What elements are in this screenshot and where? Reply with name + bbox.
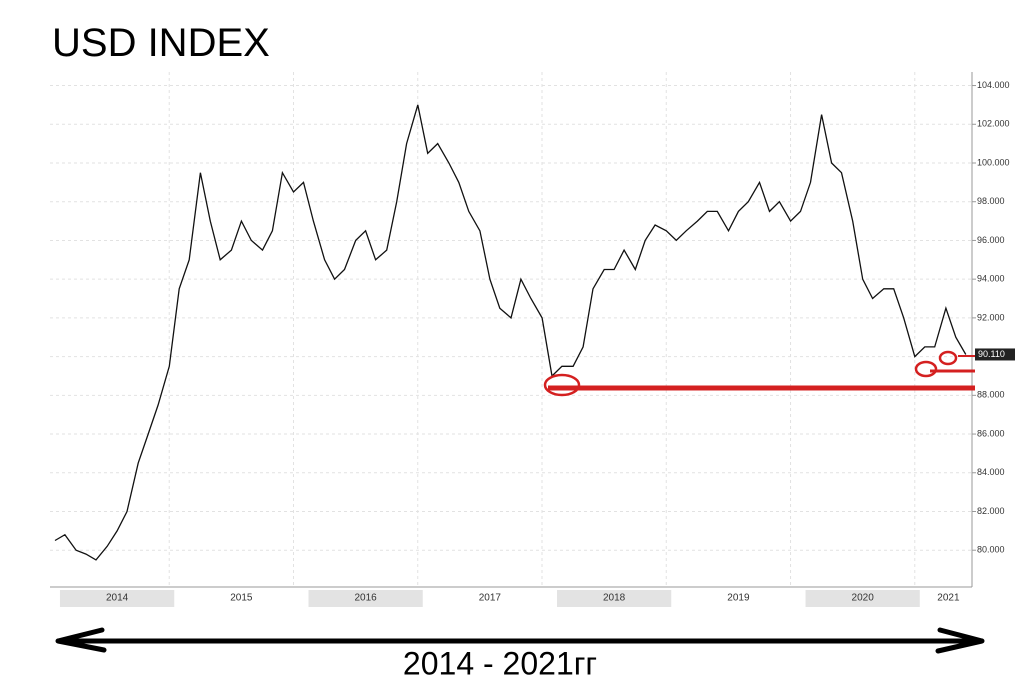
y-tick-label: 98.000 [977,196,1005,206]
x-tick-label: 2019 [727,593,750,604]
last-value-box [975,348,1015,361]
y-tick-label: 84.000 [977,467,1005,477]
y-tick-label: 102.000 [977,119,1010,129]
y-tick-label: 96.000 [977,235,1005,245]
year-band [308,590,423,607]
y-tick-label: 82.000 [977,506,1005,516]
x-tick-label: 2018 [603,593,626,604]
year-band [59,590,175,607]
y-tick-label: 94.000 [977,274,1005,284]
y-tick-label: 88.000 [977,390,1005,400]
x-tick-label: 2015 [230,593,253,604]
last-value-label: 90.110 [978,349,1005,359]
x-tick-label: 2020 [852,593,875,604]
x-tick-label: 2021 [937,593,960,604]
plot: 90.110 [54,104,1015,561]
year-band [557,590,672,607]
x-axis-title: 2014 - 2021гг [403,645,597,681]
annotation [543,350,975,397]
x-tick-label: 2017 [479,593,502,604]
y-tick-label: 86.000 [977,428,1005,438]
arrow [55,627,985,654]
y-tick-label: 104.000 [977,80,1010,90]
x-tick-label: 2014 [106,593,129,604]
x-tick-label: 2016 [354,593,377,604]
y-tick-label: 100.000 [977,157,1010,167]
y-tick-label: 80.000 [977,545,1005,555]
year-band [805,590,920,607]
y-tick-label: 92.000 [977,312,1005,322]
chart-title: USD INDEX [52,21,270,65]
grid: 80.00082.00084.00086.00088.00090.00092.0… [50,72,1010,607]
line [54,104,967,561]
